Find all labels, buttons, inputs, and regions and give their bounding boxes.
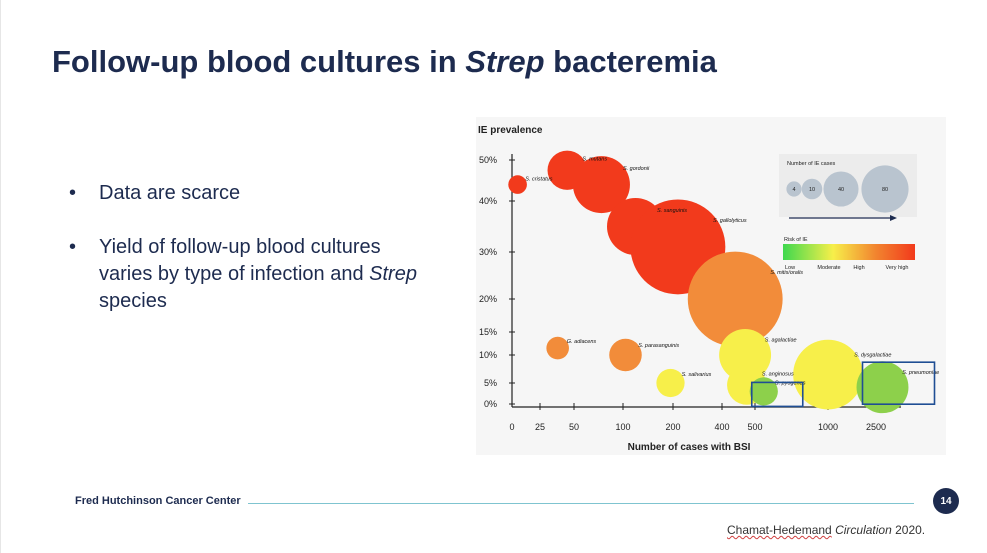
bullet-text: species (99, 290, 167, 312)
legend-risk-title: Risk of IE (784, 237, 808, 243)
legend-size-value: 10 (809, 187, 815, 193)
bubble-label: S. mitis/oralis (770, 270, 803, 276)
bullet-italic-text: Strep (369, 263, 417, 285)
bubble (508, 175, 527, 194)
highlight-box (750, 381, 804, 408)
bubble-label: S. parasanguinis (638, 343, 679, 349)
x-tick-label: 200 (665, 422, 680, 432)
y-tick-label: 30% (479, 247, 497, 257)
x-tick-label: 0 (509, 422, 514, 432)
bubble-label: S. agalactiae (765, 338, 797, 344)
chart-legend: Number of IE cases 4 10 40 80 Risk of IE Lo… (779, 154, 917, 271)
bubble (719, 329, 772, 381)
y-tick-label: 50% (479, 155, 497, 165)
bubble-label: G. adiacens (567, 339, 597, 345)
legend-size-value: 4 (792, 187, 795, 193)
legend-size-value: 40 (838, 187, 844, 193)
legend-risk-label: High (853, 265, 864, 271)
y-tick-label: 40% (479, 196, 497, 206)
bubble-chart: IE prevalence Number of cases with BSI 0… (476, 117, 946, 455)
bubble-label: S. dysgalactiae (854, 352, 891, 358)
x-tick-label: 25 (535, 422, 545, 432)
bubble-chart-svg: IE prevalence Number of cases with BSI 0… (476, 117, 946, 455)
footer-organization: Fred Hutchinson Cancer Center (75, 495, 241, 507)
legend-size-title: Number of IE cases (787, 161, 836, 167)
bubble-label: S. gordonii (623, 166, 650, 172)
slide-title: Follow-up blood cultures in Strep bacter… (52, 44, 717, 80)
legend-risk-label: Low (785, 265, 795, 271)
x-tick-label: 50 (569, 422, 579, 432)
bubble-label: S. gallolyticus (713, 218, 747, 224)
bullet-item: Yield of follow-up blood cultures varies… (66, 234, 426, 315)
legend-size-value: 80 (882, 187, 888, 193)
title-part: bacteremia (544, 44, 717, 79)
title-italic-part: Strep (465, 44, 545, 79)
bubble-label: S. pyogenes (775, 381, 806, 387)
bubble (546, 336, 569, 360)
x-tick-label: 400 (714, 422, 729, 432)
bubble (856, 361, 909, 414)
x-tick-label: 500 (747, 422, 762, 432)
bubble (793, 339, 863, 410)
legend-size-circle (801, 178, 823, 200)
x-tick-label: 1000 (818, 422, 838, 432)
legend-risk-label: Very high (886, 265, 909, 271)
bubble-label: S. mutans (582, 156, 607, 162)
bullet-item: Data are scarce (66, 180, 426, 207)
y-tick-label: 15% (479, 327, 497, 337)
bubble-label: S. salivarius (682, 372, 712, 378)
citation-journal: Circulation (835, 523, 892, 537)
title-part: Follow-up blood cultures in (52, 44, 466, 79)
bubble (572, 156, 630, 214)
x-axis-label: Number of cases with BSI (628, 442, 751, 453)
citation: Chamat-Hedemand Circulation 2020. (727, 523, 925, 537)
y-tick-label: 0% (484, 399, 497, 409)
legend-risk-label: Moderate (817, 265, 840, 271)
y-axis-label: IE prevalence (478, 125, 543, 136)
bullet-text: Yield of follow-up blood cultures varies… (99, 236, 381, 285)
y-tick-label: 10% (479, 350, 497, 360)
citation-year: 2020. (891, 523, 926, 537)
page-number: 14 (940, 495, 952, 507)
legend-size-circle (823, 171, 859, 207)
y-tick-label: 5% (484, 378, 497, 388)
y-tick-label: 20% (479, 294, 497, 304)
legend-risk-gradient (783, 244, 915, 260)
slide-edge-line (0, 0, 1, 553)
x-tick-label: 2500 (866, 422, 886, 432)
bullet-text: Data are scarce (99, 182, 241, 204)
page-number-badge: 14 (933, 488, 959, 514)
legend-arrow-head (890, 215, 897, 221)
bubble-label: S. sanguinis (657, 208, 687, 214)
bubble-label: S. pneumoniae (902, 370, 939, 376)
bubble (687, 251, 783, 347)
legend-size-circle (786, 181, 802, 197)
bubble (749, 377, 778, 406)
bullet-list: Data are scarce Yield of follow-up blood… (66, 180, 426, 342)
bubble-label: S. anginosus (762, 371, 794, 377)
x-tick-label: 100 (615, 422, 630, 432)
citation-author: Chamat-Hedemand (727, 523, 832, 537)
highlight-box (861, 361, 936, 405)
bubble-label: S. cristatus (525, 176, 552, 182)
bubble (656, 368, 685, 398)
bubble (609, 338, 642, 372)
legend-size-circle (861, 165, 909, 213)
footer-divider (248, 503, 914, 504)
